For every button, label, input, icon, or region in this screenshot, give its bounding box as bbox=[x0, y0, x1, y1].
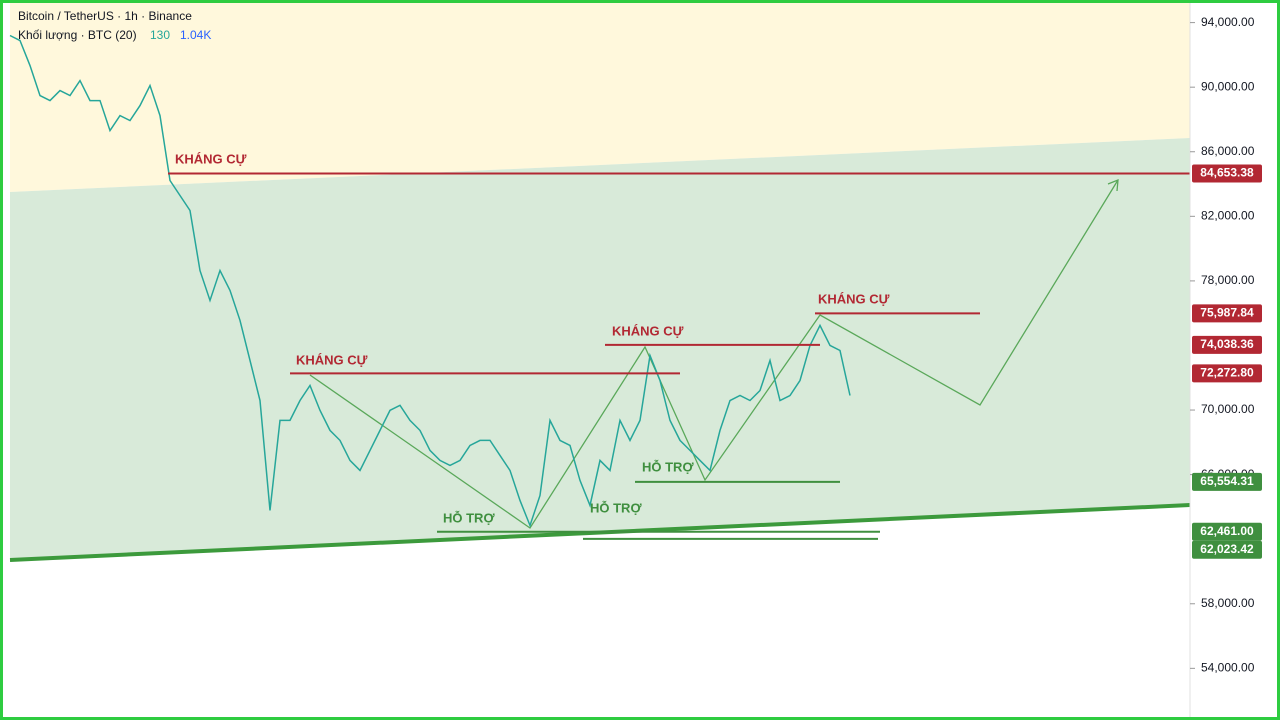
price-tag-label: 62,461.00 bbox=[1200, 524, 1254, 538]
channel-zone bbox=[10, 138, 1190, 560]
price-tag-label: 65,554.31 bbox=[1200, 474, 1254, 488]
indicator-value: 1.04K bbox=[180, 28, 211, 42]
y-tick-label: 70,000.00 bbox=[1201, 402, 1255, 416]
marks: KHÁNG CỰ KHÁNG CỰ KHÁNG CỰ KHÁNG CỰ HỖ TRỢ HỖ… bbox=[9, 34, 1190, 540]
price-tag bbox=[1192, 164, 1262, 183]
price-tag-label: 74,038.36 bbox=[1200, 337, 1254, 351]
indicator-value: 130 bbox=[150, 28, 170, 42]
y-tick-label: 90,000.00 bbox=[1201, 79, 1255, 93]
arrow-head bbox=[1107, 179, 1119, 192]
y-tick-label: 94,000.00 bbox=[1201, 15, 1255, 29]
y-tick-label: 54,000.00 bbox=[1201, 661, 1255, 675]
level-note: HỖ TRỢ bbox=[443, 510, 495, 525]
price-tag bbox=[1192, 522, 1262, 541]
price-tag bbox=[1192, 472, 1262, 491]
level-note: KHÁNG CỰ bbox=[296, 352, 368, 367]
chart-title: Bitcoin / TetherUS · 1h · Binance bbox=[18, 9, 192, 23]
price-tag-label: 62,023.42 bbox=[1200, 542, 1254, 556]
level-note: HỖ TRỢ bbox=[590, 500, 642, 515]
upper-zone bbox=[10, 0, 1190, 192]
price-tag bbox=[1192, 304, 1262, 323]
price-tag-label: 72,272.80 bbox=[1200, 366, 1254, 380]
axis: 94,000.00 90,000.00 86,000.00 82,000.00 78,0… bbox=[1190, 15, 1262, 675]
pattern-line bbox=[309, 179, 1119, 529]
price-tag bbox=[1192, 540, 1262, 559]
price-line bbox=[9, 34, 851, 528]
level-note: KHÁNG CỰ bbox=[612, 323, 684, 338]
axis-panel bbox=[1190, 0, 1280, 720]
price-tag-label: 75,987.84 bbox=[1200, 306, 1254, 320]
level-note: KHÁNG CỰ bbox=[175, 151, 247, 166]
price-tag bbox=[1192, 364, 1262, 383]
level-note: KHÁNG CỰ bbox=[818, 291, 890, 306]
y-tick-label: 78,000.00 bbox=[1201, 273, 1255, 287]
price-tag-label: 84,653.38 bbox=[1200, 166, 1254, 180]
indicator-name: Khối lượng · BTC (20) bbox=[18, 28, 137, 42]
y-tick-label: 82,000.00 bbox=[1201, 208, 1255, 222]
level-note: HỖ TRỢ bbox=[642, 459, 694, 474]
y-tick-label: 86,000.00 bbox=[1201, 144, 1255, 158]
price-tag bbox=[1192, 335, 1262, 354]
y-tick-label: 58,000.00 bbox=[1201, 596, 1255, 610]
